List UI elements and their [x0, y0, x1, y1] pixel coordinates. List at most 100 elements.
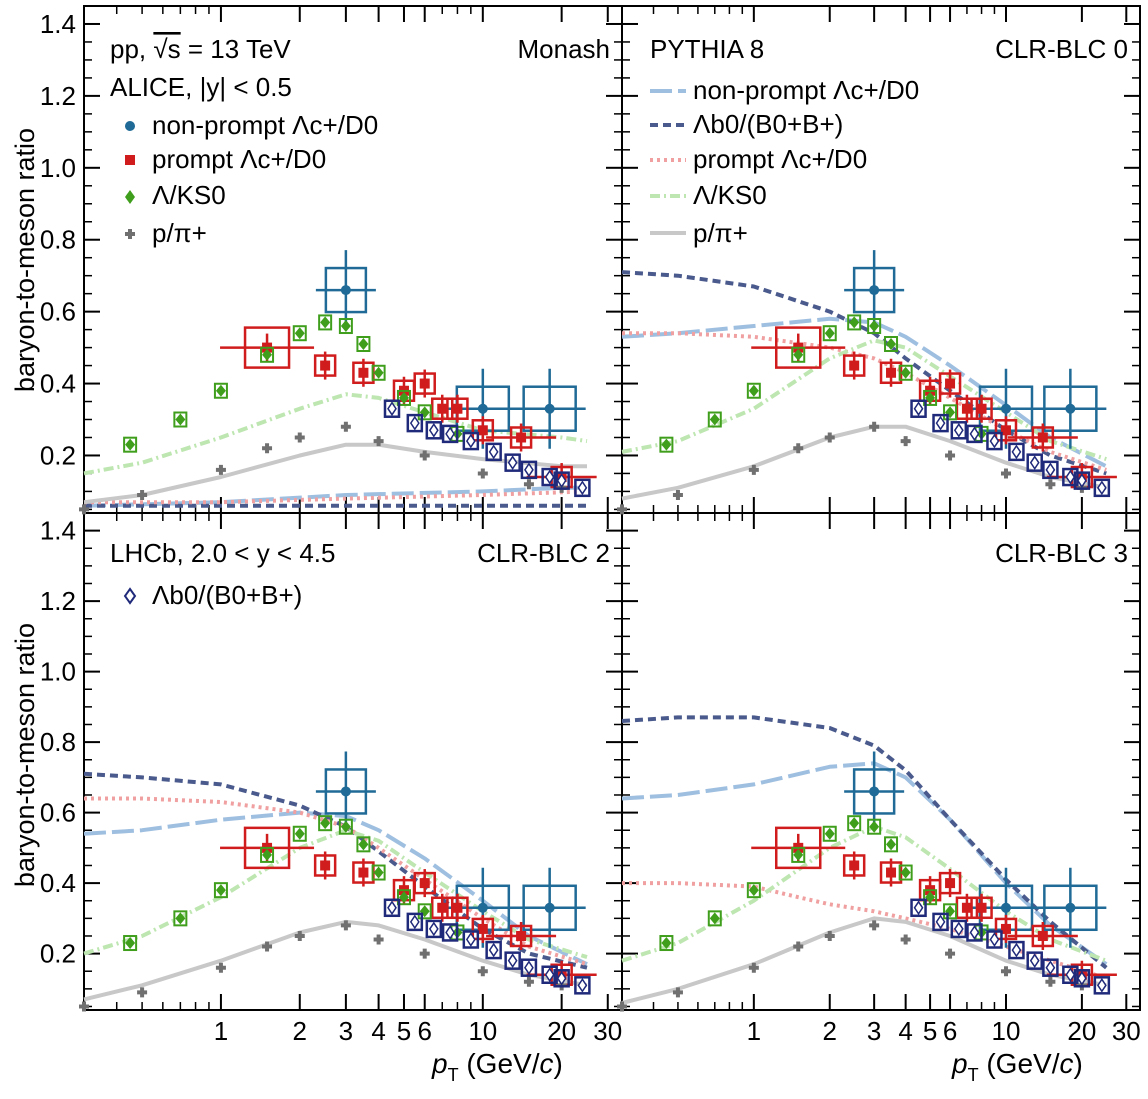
data-point: [1029, 953, 1040, 969]
data-point: [523, 976, 534, 987]
x-tick-label: 4: [898, 1016, 912, 1046]
data-point: [1065, 967, 1076, 983]
data-point: [1037, 930, 1048, 941]
legend-entry-lhcb-lambda-b: Λb0/(B0+B+): [152, 580, 302, 610]
data-point: [523, 479, 534, 490]
data-syst-box: [485, 940, 502, 960]
data-point: [793, 348, 804, 361]
legend-marker-nonprompt-lc: [125, 121, 135, 131]
data-syst-box: [852, 266, 896, 314]
legend-system-label: pp, √s = 13 TeV: [110, 34, 291, 64]
data-syst-box: [884, 836, 899, 853]
data-point: [320, 360, 331, 371]
data-points: [79, 250, 1117, 1012]
data-point: [428, 422, 439, 438]
data-point: [215, 884, 226, 897]
data-point: [989, 932, 1000, 947]
data-point: [465, 932, 476, 947]
data-syst-box: [504, 951, 521, 970]
data-point: [661, 937, 672, 950]
data-point: [477, 966, 488, 977]
y-tick-label: 1.4: [40, 9, 76, 39]
data-point: [358, 867, 369, 878]
data-point: [748, 884, 759, 897]
data-point: [976, 403, 987, 414]
data-point: [373, 366, 384, 379]
data-syst-box: [173, 411, 188, 428]
y-axis-title-top: baryon-to-meson ratio: [10, 128, 40, 392]
data-point: [409, 415, 420, 431]
data-point: [445, 426, 455, 442]
data-point: [886, 367, 897, 378]
model-curve: [83, 810, 588, 966]
data-point: [672, 987, 683, 998]
data-point: [886, 838, 897, 851]
data-point: [849, 316, 860, 329]
data-point: [709, 413, 720, 426]
data-point: [925, 391, 936, 404]
data-point: [661, 438, 672, 451]
data-syst-box: [659, 436, 674, 453]
data-point: [320, 817, 331, 830]
data-syst-box: [822, 325, 837, 342]
data-point: [409, 914, 420, 930]
data-syst-box: [1008, 442, 1025, 462]
data-point: [1096, 977, 1107, 993]
data-point: [544, 967, 555, 983]
data-syst-box: [430, 896, 454, 920]
data-point: [1076, 473, 1087, 488]
data-syst-box: [932, 912, 949, 932]
data-point: [419, 378, 430, 389]
data-syst-box: [923, 389, 938, 406]
data-syst-box: [441, 923, 459, 942]
data-syst-box: [522, 385, 577, 432]
data-syst-box: [898, 864, 913, 881]
data-syst-box: [932, 413, 949, 433]
data-syst-box: [471, 917, 495, 941]
data-syst-box: [485, 442, 502, 462]
data-syst-box: [791, 346, 806, 363]
y-tick-label: 0.4: [40, 868, 76, 898]
data-syst-box: [950, 919, 968, 939]
data-syst-box: [1042, 460, 1059, 480]
data-syst-box: [842, 354, 866, 377]
data-syst-box: [383, 399, 401, 418]
data-syst-box: [884, 336, 899, 352]
data-point: [793, 848, 804, 861]
data-point: [1000, 425, 1011, 436]
data-point: [869, 920, 880, 931]
data-syst-box: [318, 815, 333, 832]
data-point: [1000, 923, 1011, 934]
data-point: [262, 848, 273, 861]
data-point: [886, 867, 897, 878]
data-syst-box: [867, 318, 882, 335]
data-syst-box: [574, 976, 591, 995]
model-curve: [622, 331, 1107, 472]
data-point: [617, 504, 627, 515]
data-syst-box: [986, 431, 1003, 451]
legend-pythia: PYTHIA 8 non-prompt Λc+/D0 Λb0/(B0+B+) p…: [650, 34, 919, 248]
data-syst-box: [292, 825, 307, 842]
x-tick-label: 2: [293, 1016, 307, 1046]
data-point: [358, 367, 369, 378]
data-syst-box: [356, 836, 371, 853]
data-point: [709, 912, 720, 925]
data-syst-box: [943, 903, 958, 920]
model-curve: [621, 715, 1108, 970]
data-syst-box: [707, 411, 722, 428]
legend-entry-pythia-lambda-k0s: Λ/KS0: [693, 180, 767, 210]
data-point: [79, 504, 89, 515]
data-point: [488, 444, 499, 460]
data-point: [340, 786, 351, 797]
data-syst-box: [123, 935, 138, 952]
data-point: [886, 338, 897, 350]
data-point: [452, 403, 463, 414]
data-point: [556, 473, 567, 488]
x-tick-labels: 1 2 3 4 5 6 10 20 30 1 2 3 4 5 6 10 20 30: [214, 1016, 1141, 1046]
data-syst-box: [822, 825, 837, 842]
data-point: [340, 820, 351, 833]
data-syst-box: [1008, 940, 1025, 960]
y-tick-label: 1.2: [40, 81, 76, 111]
x-tick-label: 1: [214, 1016, 228, 1046]
